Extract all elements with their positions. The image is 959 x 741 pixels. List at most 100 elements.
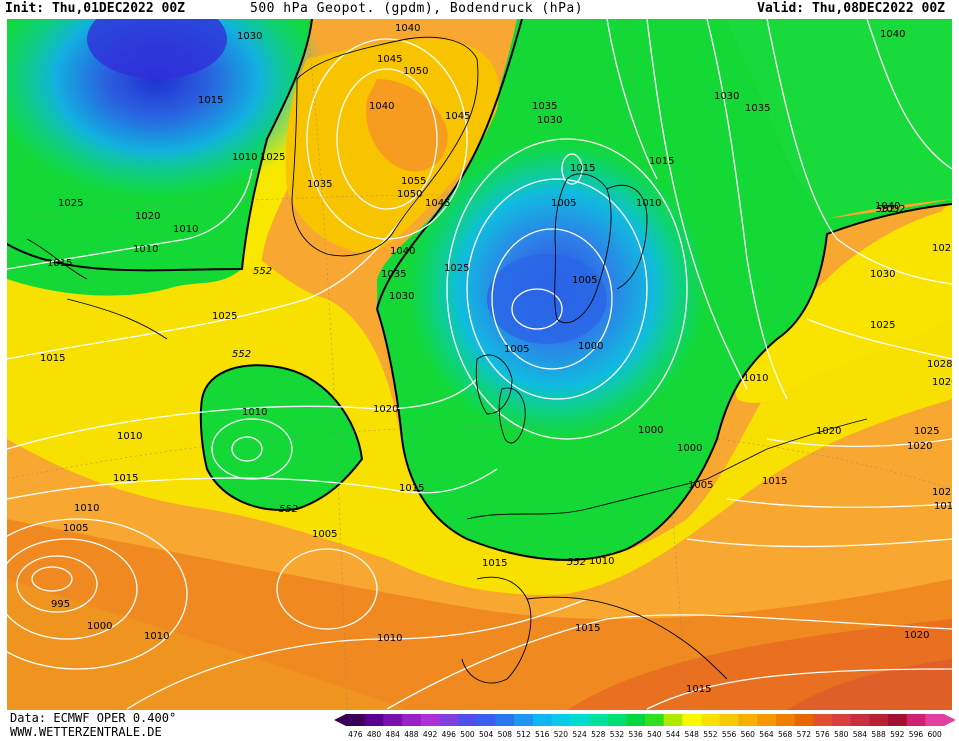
colorbar-tick-label: 568 — [778, 730, 793, 739]
data-source-label: Data: ECMWF OPER 0.400° — [10, 711, 177, 725]
coastlines — [26, 36, 868, 684]
pressure-label: 1025 — [444, 263, 469, 274]
colorbar-tick-label: 528 — [591, 730, 606, 739]
pressure-label: 1000 — [677, 443, 702, 454]
pressure-label: 1030 — [537, 115, 562, 126]
pressure-label: 1025 — [932, 487, 952, 498]
graticule — [7, 19, 952, 710]
pressure-label: 1040 — [875, 201, 900, 212]
pressure-label: 1010 — [74, 503, 99, 514]
colorbar-tick-label: 556 — [722, 730, 737, 739]
low-northwest-core — [87, 19, 227, 79]
colorbar-swatch — [925, 714, 945, 726]
pressure-label: 1005 — [312, 529, 337, 540]
colorbar-right-arrow — [944, 714, 956, 726]
pressure-label: 1025 — [914, 426, 939, 437]
pressure-label: 1010 — [589, 556, 614, 567]
pressure-label: 1020 — [932, 377, 952, 388]
pressure-label: 1005 — [63, 523, 88, 534]
geopotential-label: 552 — [232, 349, 251, 360]
colorbar-swatch — [887, 714, 908, 726]
pressure-label: 1015 — [482, 558, 507, 569]
pressure-label: 1005 — [688, 480, 713, 491]
pressure-label: 1025 — [212, 311, 237, 322]
pressure-label: 1010 — [242, 407, 267, 418]
geopotential-label: 552 — [567, 557, 586, 568]
colorbar-swatch — [476, 714, 496, 726]
colorbar-tick-label: 580 — [834, 730, 849, 739]
pressure-label: 1020 — [904, 630, 929, 641]
colorbar-swatch — [383, 714, 403, 726]
colorbar-tick-label: 552 — [703, 730, 718, 739]
colorbar-left-arrow — [334, 714, 346, 726]
geopotential-label: 552 — [253, 266, 272, 277]
colorbar-tick-label: 584 — [853, 730, 868, 739]
colorbar-tick-label: 536 — [628, 730, 643, 739]
colorbar-tick-label: 500 — [460, 730, 475, 739]
colorbar-swatch — [682, 714, 702, 726]
color-scale-legend: 476 480 484 488 492 496 500 504 508 512 516 520 524 5… — [334, 714, 956, 739]
colorbar-swatch — [663, 714, 683, 726]
pressure-label: 1055 — [401, 176, 426, 187]
colorbar-tick-label: 588 — [871, 730, 886, 739]
colorbar-swatch — [439, 714, 459, 726]
pressure-label: 1000 — [578, 341, 603, 352]
colorbar-swatch — [645, 714, 665, 726]
pressure-label: 1005 — [572, 275, 597, 286]
pressure-label: 1025 — [932, 243, 952, 254]
greenland-high-core — [366, 79, 448, 172]
pressure-label: 1030 — [237, 31, 262, 42]
pressure-label: 1025 — [870, 320, 895, 331]
pressure-label: 1000 — [87, 621, 112, 632]
colorbar-swatch — [514, 714, 534, 726]
colorbar-tick-label: 560 — [741, 730, 756, 739]
pressure-label: 1035 — [381, 269, 406, 280]
colorbar-swatch — [869, 714, 889, 726]
pressure-label: 995 — [51, 599, 70, 610]
colorbar-tick-label: 592 — [890, 730, 905, 739]
geopotential-labels: 552 552 552 552 552 — [232, 204, 895, 568]
pressure-label: 1015 — [649, 156, 674, 167]
pressure-label: 1010 — [743, 373, 768, 384]
colorbar-swatch — [346, 714, 366, 726]
yellow-band-east — [727, 209, 952, 403]
pressure-label: 1015 — [113, 473, 138, 484]
pressure-label: 1000 — [638, 425, 663, 436]
colorbar-swatch — [551, 714, 571, 726]
colorbar-swatch — [626, 714, 646, 726]
colorbar-swatch — [794, 714, 814, 726]
pressure-label: 1010 — [636, 198, 661, 209]
colorbar-tick-label: 596 — [909, 730, 924, 739]
pressure-label: 1015 — [40, 353, 65, 364]
colorbar-swatch — [532, 714, 553, 726]
colorbar-tick-label: 496 — [442, 730, 457, 739]
pressure-label: 1020 — [135, 211, 160, 222]
pressure-label: 1045 — [425, 198, 450, 209]
colorbar-swatch — [588, 714, 609, 726]
pressure-label: 1035 — [307, 179, 332, 190]
pressure-label: 1020 — [907, 441, 932, 452]
colorbar-tick-label: 544 — [666, 730, 681, 739]
pressure-label: 1025 — [260, 152, 285, 163]
colorbar-tick-label: 572 — [797, 730, 812, 739]
colorbar-swatch — [570, 714, 590, 726]
colorbar-tick-label: 548 — [685, 730, 700, 739]
pressure-label: 1015 — [934, 501, 952, 512]
warm-band-southeast-2 — [787, 659, 952, 710]
map-header: Init: Thu,01DEC2022 00Z 500 hPa Geopot. … — [0, 0, 959, 19]
pressure-label: 1010 — [117, 431, 142, 442]
trough-green-east — [727, 19, 952, 219]
colorbar-tick-label: 532 — [610, 730, 625, 739]
colorbar-swatch — [757, 714, 777, 726]
colorbar-tick-label: 504 — [479, 730, 494, 739]
pressure-label: 1010 — [377, 633, 402, 644]
colorbar-tick-label: 576 — [815, 730, 830, 739]
colorbar-tick-label: 512 — [516, 730, 531, 739]
colorbar-swatch — [850, 714, 870, 726]
pressure-label: 1040 — [880, 29, 905, 40]
pressure-label: 1035 — [745, 103, 770, 114]
pressure-label: 1015 — [570, 163, 595, 174]
colorbar-swatch — [906, 714, 926, 726]
colorbar-tick-label: 508 — [498, 730, 513, 739]
pressure-label: 1032 — [880, 204, 905, 215]
